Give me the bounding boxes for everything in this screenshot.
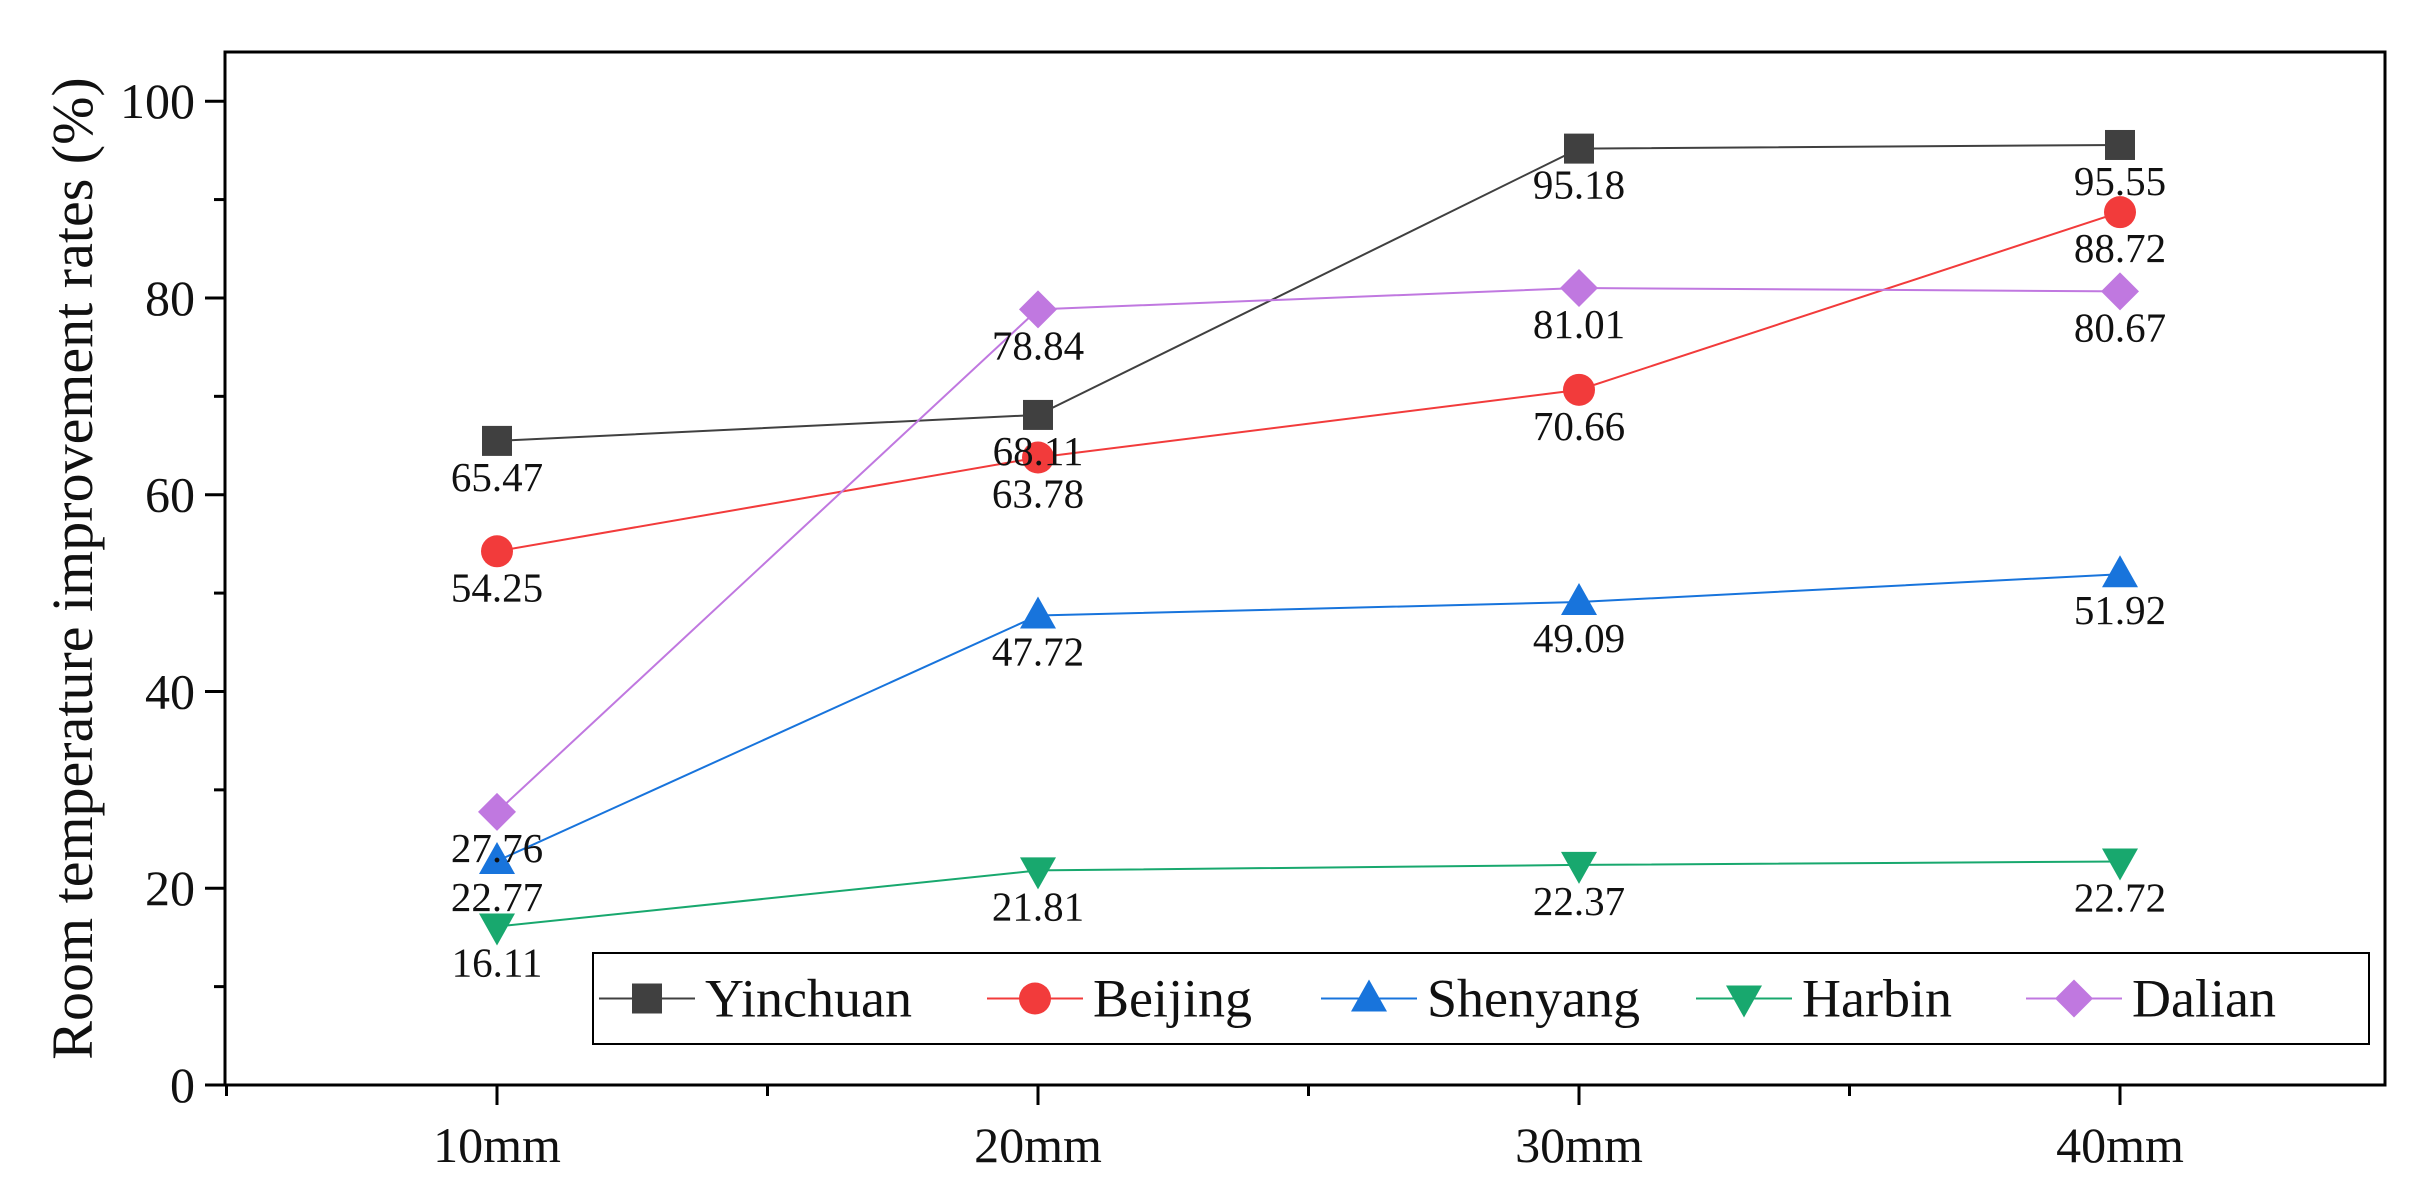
data-label-beijing: 70.66 xyxy=(1533,403,1625,449)
data-label-dalian: 80.67 xyxy=(2074,304,2166,350)
data-label-shenyang: 22.77 xyxy=(451,874,543,920)
series-line-dalian xyxy=(496,287,2121,813)
legend-marker-dalian xyxy=(2055,979,2093,1018)
data-point-shenyang xyxy=(1561,583,1597,616)
data-label-beijing: 88.72 xyxy=(2074,225,2166,271)
y-tick-label: 40 xyxy=(145,663,195,719)
legend-label-yinchuan: Yinchuan xyxy=(705,969,912,1029)
data-point-yinchuan xyxy=(482,425,512,456)
data-point-harbin xyxy=(1020,857,1056,890)
data-label-dalian: 78.84 xyxy=(992,322,1084,368)
data-point-dalian xyxy=(1019,290,1057,329)
data-label-shenyang: 51.92 xyxy=(2074,587,2166,633)
data-label-yinchuan: 95.18 xyxy=(1533,162,1625,208)
legend-label-dalian: Dalian xyxy=(2132,969,2276,1029)
legend-label-harbin: Harbin xyxy=(1802,969,1952,1029)
data-point-shenyang xyxy=(479,841,515,874)
legend-marker-yinchuan xyxy=(632,983,662,1014)
data-point-dalian xyxy=(2101,272,2139,311)
data-point-dalian xyxy=(1560,269,1598,308)
data-label-dalian: 81.01 xyxy=(1533,301,1625,347)
x-tick-label: 40mm xyxy=(2056,1117,2184,1173)
data-point-shenyang xyxy=(2102,555,2138,588)
x-tick-label: 20mm xyxy=(974,1117,1102,1173)
y-axis-title: Room temperature improvement rates (%) xyxy=(40,77,105,1059)
data-label-harbin: 21.81 xyxy=(992,883,1084,929)
x-tick-label: 10mm xyxy=(433,1117,561,1173)
data-point-harbin xyxy=(2102,848,2138,881)
y-tick-label: 80 xyxy=(145,270,195,326)
data-point-shenyang xyxy=(1020,596,1056,629)
data-point-yinchuan xyxy=(1023,399,1053,430)
data-label-shenyang: 49.09 xyxy=(1533,615,1625,661)
data-label-yinchuan: 68.11 xyxy=(993,428,1084,474)
data-label-yinchuan: 95.55 xyxy=(2074,158,2166,204)
data-label-beijing: 54.25 xyxy=(451,564,543,610)
series-line-beijing xyxy=(496,211,2121,553)
data-point-beijing xyxy=(1022,441,1054,474)
data-point-beijing xyxy=(2104,196,2136,229)
y-tick-label: 20 xyxy=(145,860,195,916)
data-point-yinchuan xyxy=(1564,133,1594,164)
legend-marker-beijing xyxy=(1019,982,1051,1015)
data-label-shenyang: 47.72 xyxy=(992,629,1084,675)
y-tick-label: 100 xyxy=(120,73,195,129)
data-point-harbin xyxy=(479,913,515,946)
series-line-yinchuan xyxy=(496,143,2121,442)
legend-marker-harbin xyxy=(1726,985,1762,1018)
data-label-harbin: 22.72 xyxy=(2074,874,2166,920)
data-label-harbin: 22.37 xyxy=(1533,878,1625,924)
plot-frame xyxy=(223,50,2387,1087)
x-tick-label: 30mm xyxy=(1515,1117,1643,1173)
series-line-shenyang xyxy=(496,573,2121,862)
series-line-harbin xyxy=(496,860,2121,928)
data-point-yinchuan xyxy=(2105,129,2135,160)
data-point-beijing xyxy=(481,535,513,568)
data-label-dalian: 27.76 xyxy=(451,825,543,871)
data-label-harbin: 16.11 xyxy=(452,940,543,986)
y-tick-label: 60 xyxy=(145,467,195,523)
legend-label-beijing: Beijing xyxy=(1093,969,1252,1029)
data-label-yinchuan: 65.47 xyxy=(451,454,543,500)
legend-marker-shenyang xyxy=(1351,979,1387,1012)
data-label-beijing: 63.78 xyxy=(992,471,1084,517)
y-tick-label: 0 xyxy=(170,1057,195,1113)
legend-label-shenyang: Shenyang xyxy=(1427,969,1640,1029)
data-point-dalian xyxy=(478,792,516,831)
data-point-harbin xyxy=(1561,851,1597,884)
data-point-beijing xyxy=(1563,373,1595,406)
